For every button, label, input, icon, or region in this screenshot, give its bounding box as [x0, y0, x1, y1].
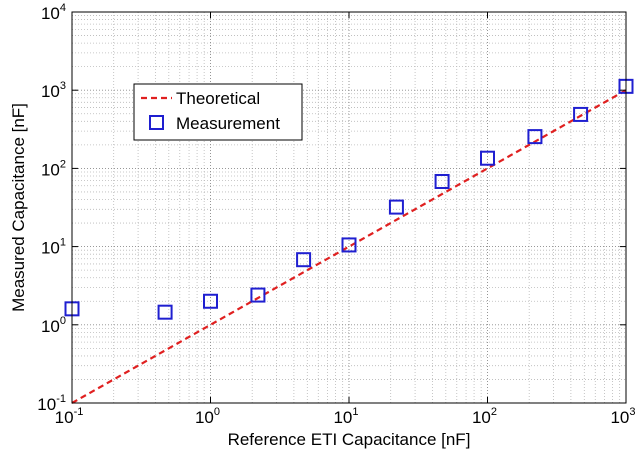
x-tick-label: 100 — [195, 406, 220, 427]
x-tick-label: 103 — [610, 406, 635, 427]
measurement-point — [434, 173, 450, 189]
measurement-point — [480, 150, 495, 166]
legend-theoretical-label: Theoretical — [176, 89, 260, 108]
measurement-point — [157, 304, 173, 320]
y-tick-label: 104 — [41, 2, 66, 23]
measurement-point — [388, 199, 404, 215]
x-axis-label: Reference ETI Capacitance [nF] — [228, 430, 471, 449]
legend-box — [133, 83, 303, 141]
measurement-point — [341, 237, 357, 253]
y-tick-labels: 10-1 100 101 102 103 104 — [37, 2, 66, 414]
y-tick-label: 103 — [41, 80, 66, 101]
measurement-point — [203, 293, 218, 309]
measurement-point — [527, 129, 543, 145]
axis-ticks — [71, 11, 627, 404]
measurement-point — [573, 106, 589, 122]
x-tick-label: 101 — [333, 406, 358, 427]
legend-measurement-swatch — [149, 115, 164, 130]
legend-measurement-label: Measurement — [176, 114, 280, 133]
y-tick-label: 102 — [41, 158, 66, 179]
measurement-point — [296, 252, 312, 268]
x-tick-label: 10-1 — [55, 406, 84, 427]
x-tick-label: 102 — [472, 406, 497, 427]
y-tick-label: 101 — [41, 237, 66, 258]
legend: Theoretical Measurement — [133, 83, 303, 141]
y-axis-label: Measured Capacitance [nF] — [9, 103, 28, 312]
y-tick-label: 10-1 — [37, 393, 66, 414]
measurement-point — [250, 287, 266, 303]
x-tick-labels: 10-1 100 101 102 103 — [55, 406, 636, 427]
y-tick-label: 100 — [41, 315, 66, 336]
